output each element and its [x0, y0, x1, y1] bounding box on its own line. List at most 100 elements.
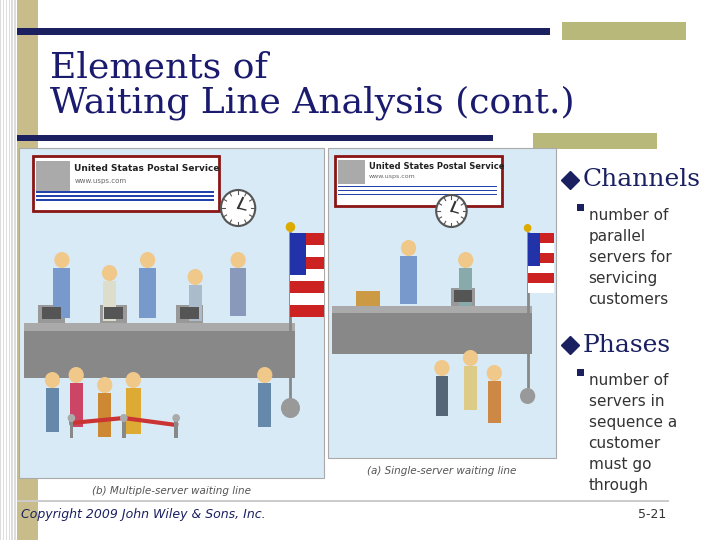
Circle shape: [436, 195, 467, 227]
Bar: [528, 273, 554, 283]
Circle shape: [281, 398, 300, 418]
Bar: [36, 195, 215, 197]
Bar: [562, 22, 685, 40]
Bar: [290, 233, 324, 245]
Bar: [6, 0, 7, 540]
Circle shape: [54, 252, 70, 268]
Bar: [528, 253, 554, 263]
Text: Waiting Line Analysis (cont.): Waiting Line Analysis (cont.): [50, 85, 574, 119]
Bar: [258, 383, 271, 427]
Text: United Statas Postal Service: United Statas Postal Service: [74, 164, 220, 173]
Bar: [290, 293, 324, 305]
Text: (b) Multiple-server waiting line: (b) Multiple-server waiting line: [92, 486, 251, 496]
Bar: [528, 243, 554, 253]
Bar: [528, 263, 554, 273]
Circle shape: [120, 414, 127, 422]
Bar: [38, 305, 65, 323]
Text: number of
parallel
servers for
servicing
customers: number of parallel servers for servicing…: [588, 208, 671, 307]
Bar: [33, 156, 219, 211]
Circle shape: [463, 350, 478, 366]
Bar: [176, 305, 203, 323]
Bar: [36, 191, 215, 192]
Bar: [42, 307, 61, 319]
Bar: [98, 393, 112, 437]
Bar: [436, 376, 448, 416]
Bar: [17, 0, 38, 540]
Bar: [400, 256, 417, 304]
Circle shape: [487, 365, 502, 381]
Bar: [36, 161, 70, 191]
Bar: [104, 307, 123, 319]
Circle shape: [221, 190, 255, 226]
Bar: [487, 381, 501, 423]
Bar: [290, 269, 324, 281]
Bar: [459, 268, 472, 306]
Bar: [290, 233, 306, 275]
Text: Channels: Channels: [583, 168, 701, 192]
Bar: [3, 0, 4, 540]
Bar: [451, 288, 475, 306]
Bar: [333, 306, 532, 313]
Circle shape: [68, 414, 75, 422]
Bar: [24, 323, 295, 378]
Bar: [338, 194, 497, 195]
Circle shape: [140, 252, 156, 268]
Circle shape: [172, 414, 180, 422]
Bar: [290, 305, 324, 317]
Bar: [534, 133, 657, 149]
Bar: [70, 383, 83, 427]
Bar: [464, 366, 477, 410]
Bar: [290, 257, 324, 269]
Bar: [454, 290, 472, 302]
Bar: [290, 281, 324, 293]
Circle shape: [520, 388, 535, 404]
Bar: [336, 156, 502, 206]
Bar: [0, 0, 1, 540]
Bar: [189, 285, 202, 321]
Bar: [338, 186, 497, 187]
Bar: [577, 369, 584, 376]
Circle shape: [230, 252, 246, 268]
Bar: [12, 0, 13, 540]
Bar: [24, 323, 295, 331]
Circle shape: [458, 252, 473, 268]
Bar: [17, 28, 551, 35]
Bar: [333, 306, 532, 354]
Text: (a) Single-server waiting line: (a) Single-server waiting line: [367, 466, 516, 476]
Bar: [103, 281, 116, 321]
Bar: [230, 268, 246, 316]
Bar: [338, 190, 497, 191]
Text: www.usps.com: www.usps.com: [74, 178, 127, 184]
Circle shape: [257, 367, 272, 383]
Bar: [290, 245, 324, 257]
Bar: [53, 268, 71, 318]
Bar: [9, 0, 10, 540]
Text: United States Postal Service: United States Postal Service: [369, 162, 504, 171]
Text: www.usps.com: www.usps.com: [369, 174, 415, 179]
Bar: [100, 305, 127, 323]
Circle shape: [97, 377, 112, 393]
Circle shape: [68, 367, 84, 383]
Bar: [528, 283, 554, 293]
Circle shape: [434, 360, 449, 376]
Bar: [126, 388, 141, 434]
Bar: [180, 307, 199, 319]
Bar: [14, 0, 16, 540]
Text: number of
servers in
sequence a
customer
must go
through: number of servers in sequence a customer…: [588, 373, 677, 493]
Bar: [122, 418, 126, 438]
Circle shape: [188, 269, 203, 285]
Bar: [174, 418, 178, 438]
Circle shape: [45, 372, 60, 388]
Bar: [45, 388, 59, 432]
Bar: [36, 199, 215, 200]
Bar: [19, 148, 324, 478]
Text: Elements of: Elements of: [50, 50, 267, 84]
Bar: [528, 233, 554, 243]
Bar: [528, 233, 540, 266]
Circle shape: [126, 372, 141, 388]
Bar: [139, 268, 156, 318]
Circle shape: [102, 265, 117, 281]
Bar: [20, 0, 22, 540]
Bar: [356, 291, 380, 306]
Circle shape: [523, 224, 531, 232]
